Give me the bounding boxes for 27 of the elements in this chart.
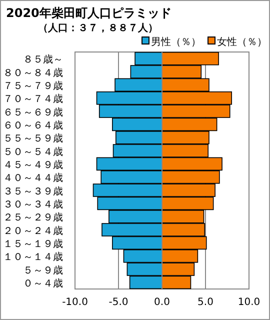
y-tick-label: ５５～５９歳	[3, 132, 63, 145]
chart-subtitle: （人口：３７，８８７人）	[38, 22, 158, 34]
y-tick-label: ８０～８４歳	[3, 66, 63, 79]
x-tick-label: 5.0	[198, 297, 214, 308]
chart-title: 2020年柴田町人口ピラミッド	[6, 6, 172, 20]
y-tick-label: ６５～６９歳	[3, 106, 63, 118]
x-tick-label: 10.0	[238, 297, 260, 308]
y-tick-label: ８５歳～	[23, 54, 63, 66]
y-tick-label: １５～１９歳	[3, 238, 63, 250]
y-tick-label: １０～１４歳	[3, 251, 63, 264]
y-tick-label: ３０～３４歳	[3, 198, 63, 210]
y-tick-label: ０～４歳	[23, 277, 63, 290]
y-tick-label: ３５～３９歳	[3, 185, 63, 198]
y-tick-label: ５～９歳	[23, 264, 63, 276]
y-tick-label: ７５～７９歳	[3, 80, 63, 92]
y-tick-label: ６０～６４歳	[3, 119, 63, 132]
y-tick-label: ４０～４４歳	[3, 172, 63, 184]
legend-label: 男性（％）	[151, 36, 201, 48]
y-tick-label: ５０～５４歳	[3, 146, 63, 158]
y-tick-label: ２０～２４歳	[3, 224, 63, 237]
y-tick-label: ２５～２９歳	[3, 212, 63, 224]
x-tick-label: -5.0	[108, 297, 128, 308]
y-tick-label: ４５～４９歳	[3, 158, 63, 171]
y-tick-label: ７０～７４歳	[3, 93, 63, 106]
x-tick-label: -10.0	[62, 297, 88, 308]
x-tick-label: 0.0	[154, 297, 170, 308]
legend-label: 女性（％）	[217, 36, 267, 48]
